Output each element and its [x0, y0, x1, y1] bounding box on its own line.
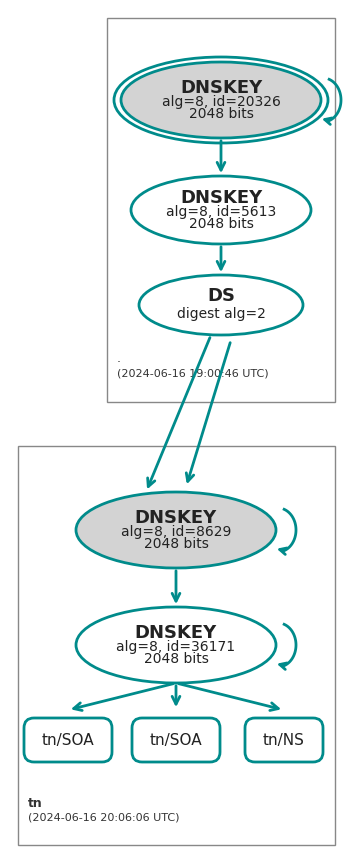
Text: DNSKEY: DNSKEY [180, 79, 262, 97]
Text: alg=8, id=8629: alg=8, id=8629 [121, 525, 231, 539]
Text: (2024-06-16 20:06:06 UTC): (2024-06-16 20:06:06 UTC) [28, 813, 179, 823]
FancyBboxPatch shape [18, 446, 335, 845]
Text: (2024-06-16 19:00:46 UTC): (2024-06-16 19:00:46 UTC) [117, 368, 269, 378]
Text: 2048 bits: 2048 bits [144, 537, 208, 551]
Text: .: . [117, 352, 121, 365]
Text: tn/NS: tn/NS [263, 733, 305, 747]
Text: 2048 bits: 2048 bits [144, 652, 208, 666]
Text: DS: DS [207, 287, 235, 305]
Ellipse shape [121, 62, 321, 138]
Text: alg=8, id=20326: alg=8, id=20326 [161, 95, 280, 109]
Text: 2048 bits: 2048 bits [188, 107, 253, 121]
Text: tn/SOA: tn/SOA [42, 733, 94, 747]
Text: alg=8, id=5613: alg=8, id=5613 [166, 205, 276, 219]
Text: DNSKEY: DNSKEY [180, 189, 262, 207]
Text: DNSKEY: DNSKEY [135, 509, 217, 527]
Text: DNSKEY: DNSKEY [135, 624, 217, 642]
Text: digest alg=2: digest alg=2 [177, 307, 265, 321]
FancyBboxPatch shape [245, 718, 323, 762]
Text: alg=8, id=36171: alg=8, id=36171 [117, 640, 236, 654]
FancyBboxPatch shape [132, 718, 220, 762]
Text: 2048 bits: 2048 bits [188, 217, 253, 231]
FancyBboxPatch shape [107, 18, 335, 402]
Text: tn: tn [28, 797, 43, 810]
Ellipse shape [76, 492, 276, 568]
Text: tn/SOA: tn/SOA [150, 733, 202, 747]
Ellipse shape [131, 176, 311, 244]
FancyBboxPatch shape [24, 718, 112, 762]
Ellipse shape [139, 275, 303, 335]
Ellipse shape [76, 607, 276, 683]
